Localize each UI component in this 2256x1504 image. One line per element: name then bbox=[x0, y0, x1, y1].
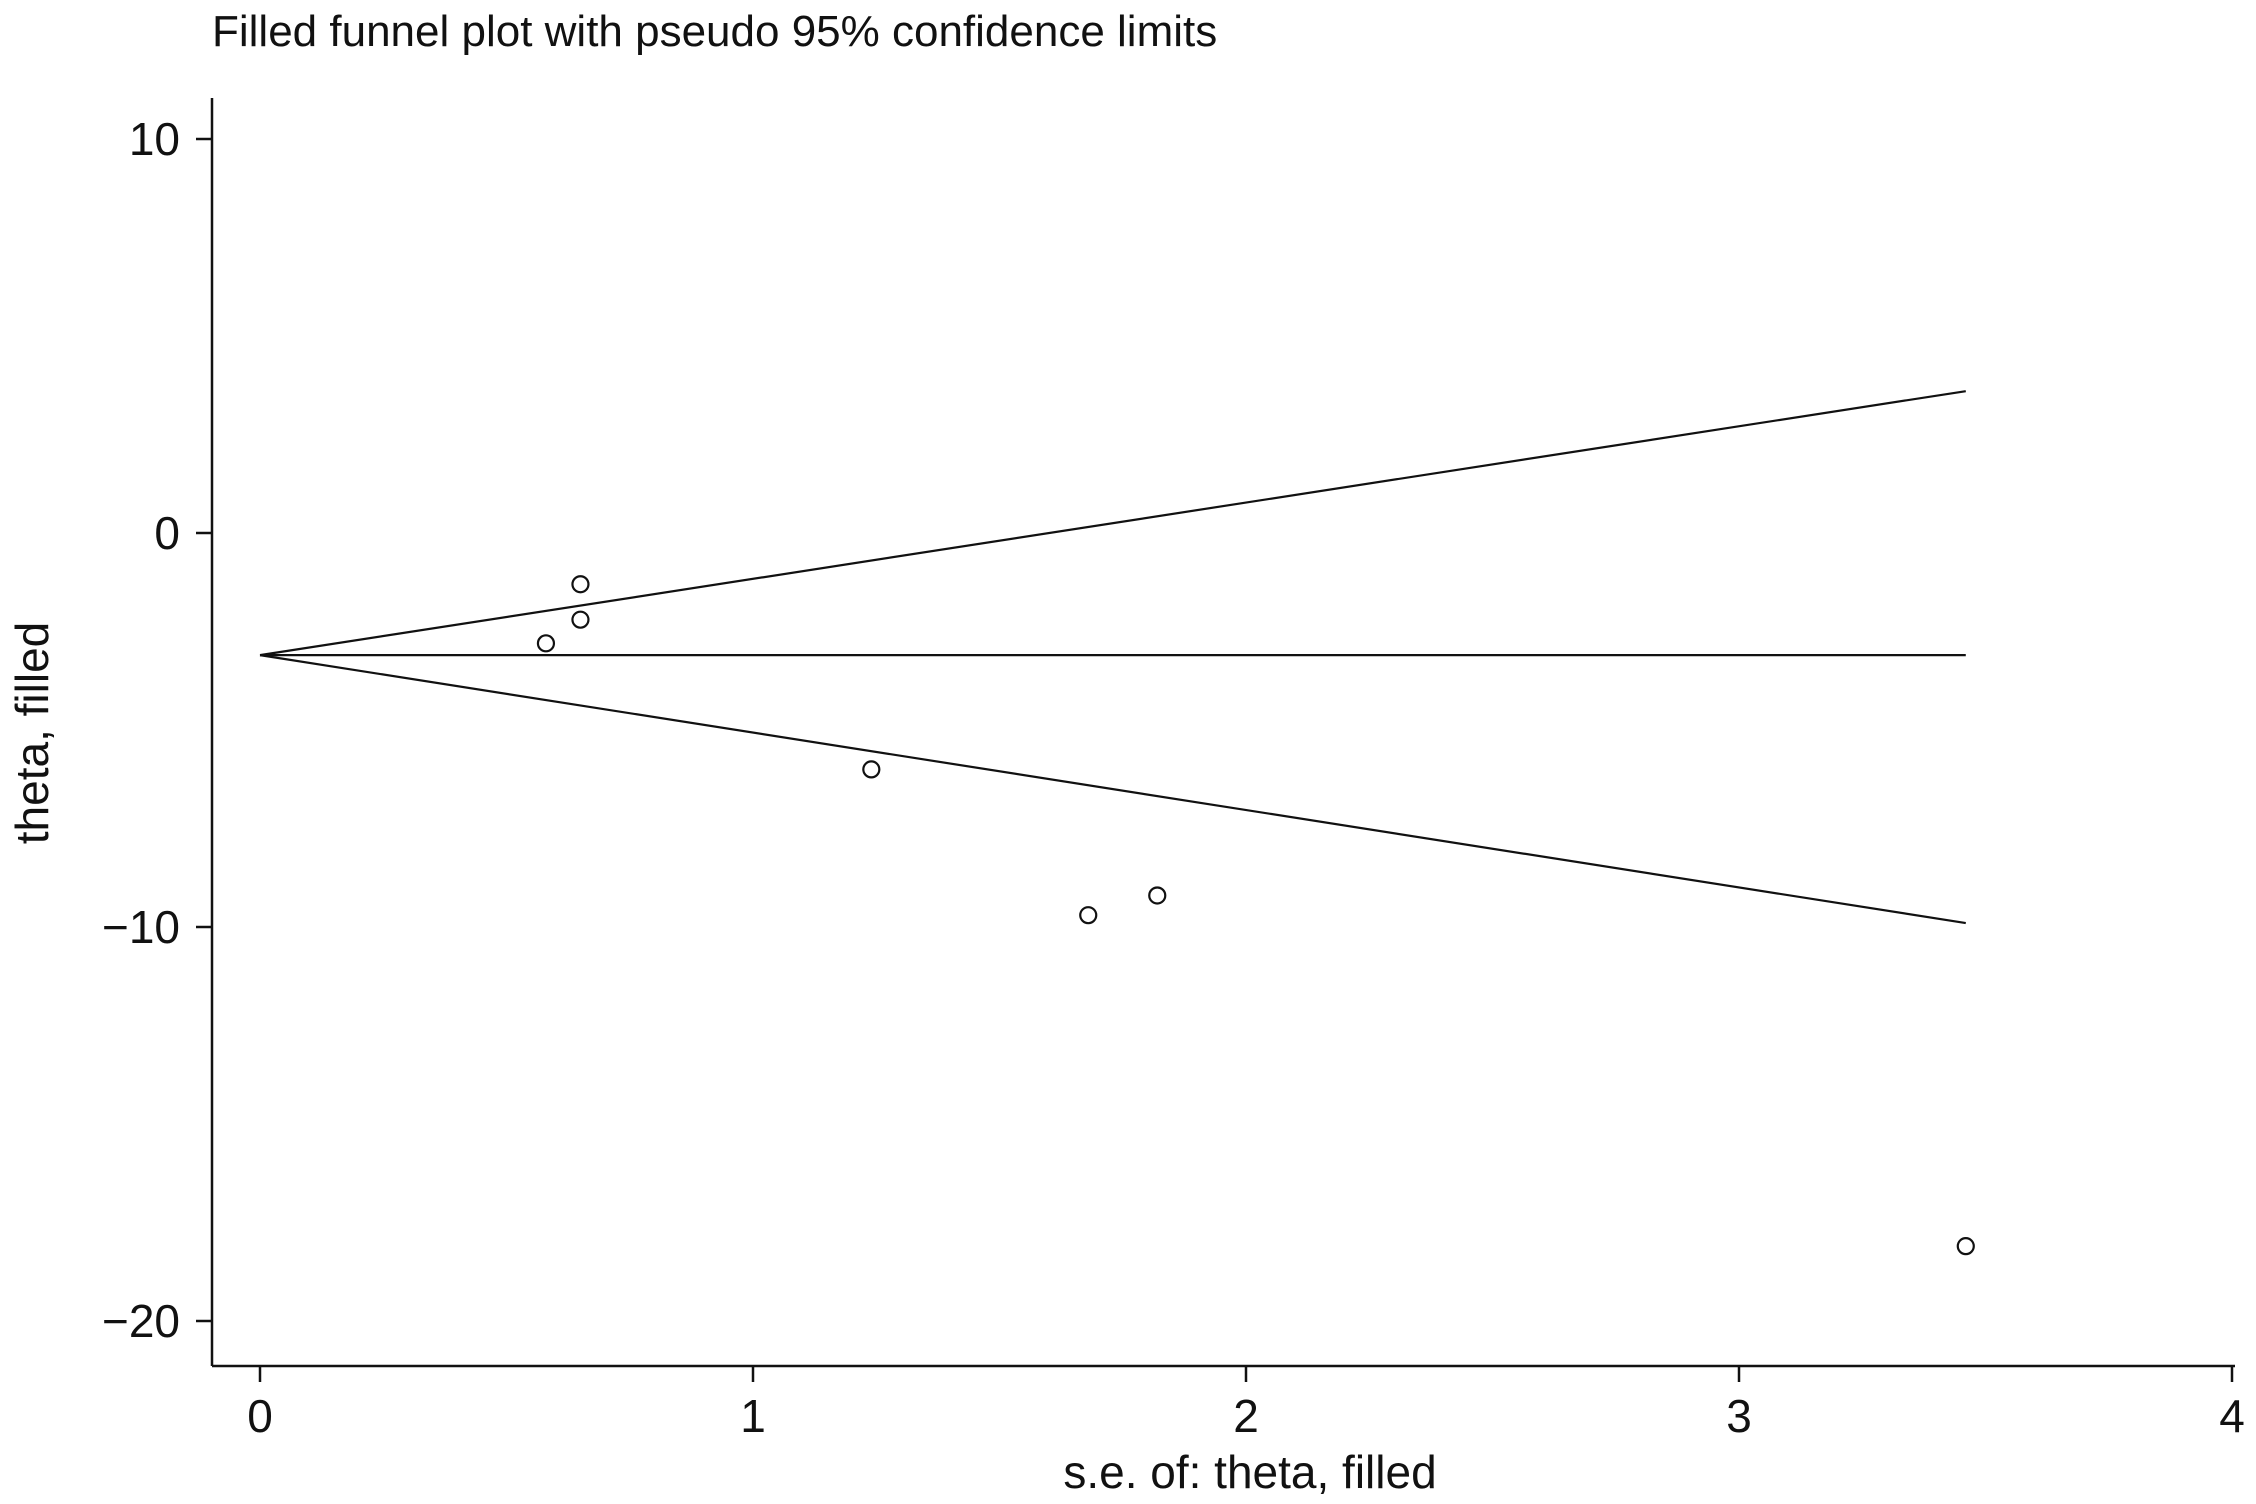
data-points bbox=[536, 575, 1975, 1256]
y-tick-label: −20 bbox=[102, 1295, 180, 1347]
data-point bbox=[1079, 906, 1098, 925]
data-point bbox=[1148, 886, 1167, 905]
y-tick-label: 0 bbox=[154, 507, 180, 559]
x-ticks: 0 1 2 3 4 bbox=[247, 1366, 2245, 1442]
x-tick-label: 1 bbox=[740, 1390, 766, 1442]
y-ticks: 10 0 −10 −20 bbox=[102, 113, 212, 1347]
data-point bbox=[862, 760, 881, 779]
plot-lines bbox=[259, 390, 1966, 925]
data-point bbox=[571, 610, 590, 629]
chart-title: Filled funnel plot with pseudo 95% confi… bbox=[212, 7, 1217, 56]
data-point bbox=[536, 634, 556, 653]
y-tick-label: 10 bbox=[129, 113, 180, 165]
lower-confidence-limit bbox=[259, 654, 1966, 925]
y-axis-label: theta, filled bbox=[6, 622, 58, 844]
x-tick-label: 4 bbox=[2219, 1390, 2245, 1442]
x-tick-label: 3 bbox=[1726, 1390, 1752, 1442]
data-point bbox=[1956, 1237, 1975, 1256]
axes bbox=[210, 98, 2235, 1368]
x-axis-label: s.e. of: theta, filled bbox=[1063, 1446, 1436, 1498]
upper-confidence-limit bbox=[259, 390, 1966, 657]
data-point bbox=[571, 575, 590, 594]
y-tick-label: −10 bbox=[102, 901, 180, 953]
x-tick-label: 0 bbox=[247, 1390, 273, 1442]
x-tick-label: 2 bbox=[1233, 1390, 1259, 1442]
